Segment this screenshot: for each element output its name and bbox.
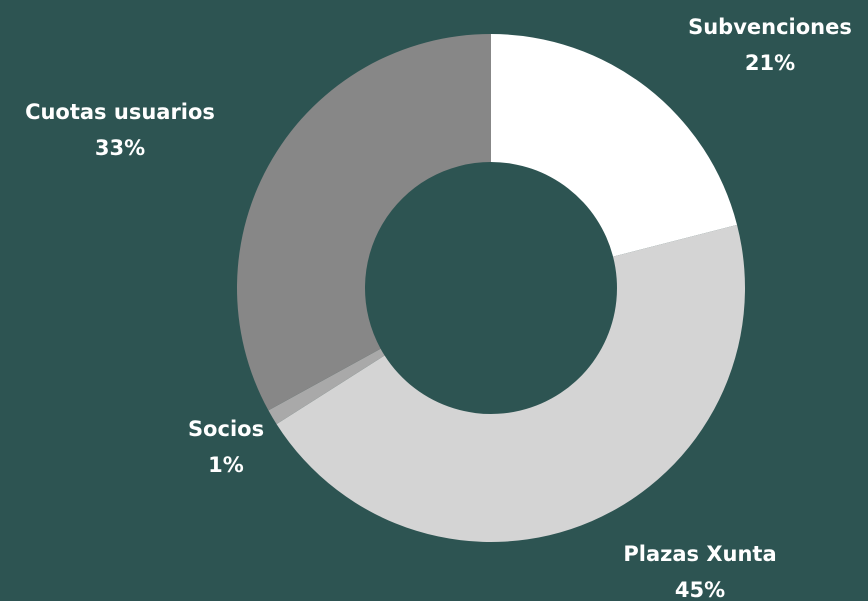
- donut-slice: [268, 348, 385, 425]
- slice-value-label: 1%: [208, 453, 244, 477]
- slice-value-label: 21%: [745, 51, 795, 75]
- slice-label: Socios: [188, 417, 264, 441]
- slice-label: Cuotas usuarios: [25, 100, 215, 124]
- slice-value-label: 45%: [675, 578, 725, 601]
- donut-slice: [276, 224, 746, 542]
- slice-label: Plazas Xunta: [623, 542, 776, 566]
- donut-slice: [491, 34, 738, 257]
- slice-label: Subvenciones: [688, 15, 852, 39]
- donut-slice: [236, 34, 491, 411]
- slice-value-label: 33%: [95, 136, 145, 160]
